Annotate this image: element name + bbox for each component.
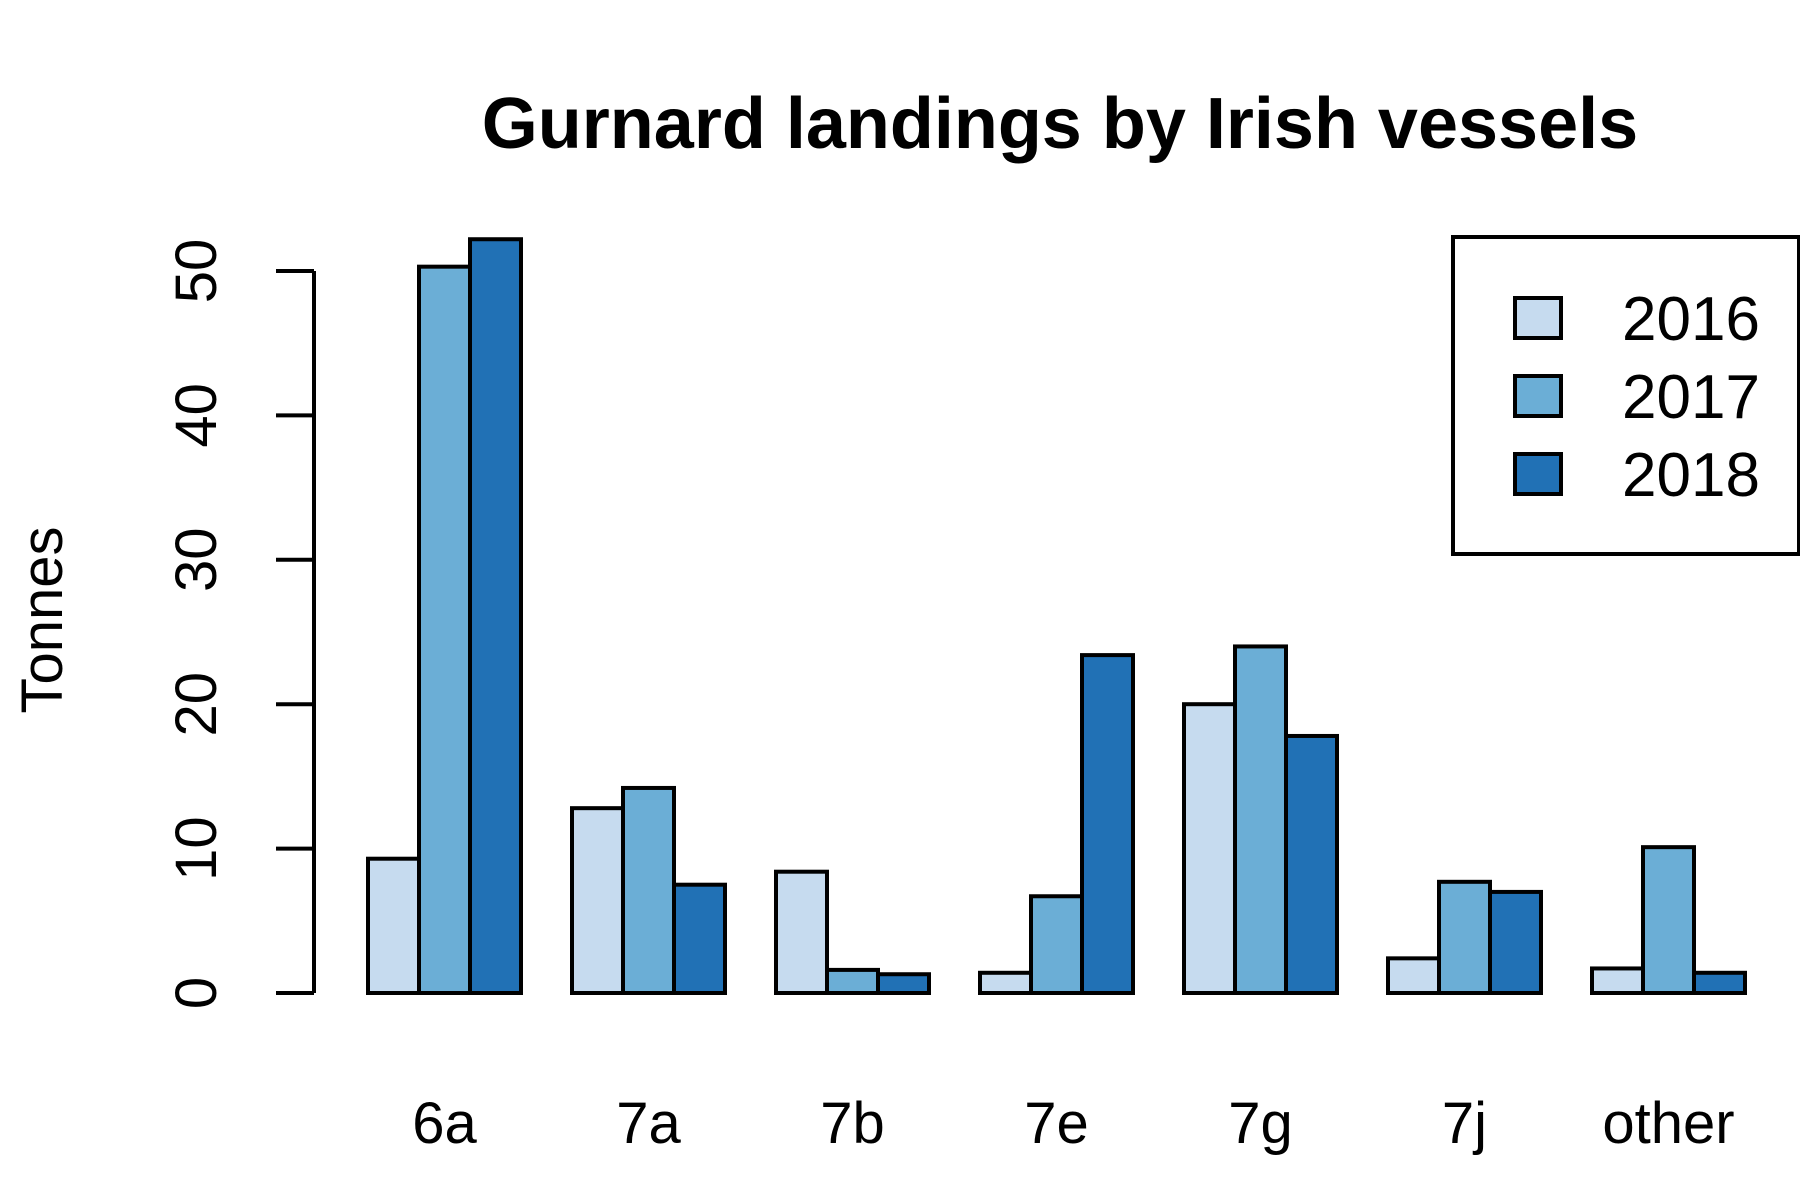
legend-label: 2016 — [1622, 285, 1760, 354]
bar-7a-2017 — [621, 785, 676, 996]
bar-7j-2017 — [1437, 879, 1492, 996]
y-tick-label: 10 — [164, 816, 229, 881]
x-tick-label: 7b — [820, 1091, 885, 1156]
y-tick-label: 0 — [164, 977, 229, 1009]
bar-other-2016 — [1590, 966, 1645, 996]
y-axis-title: Tonnes — [10, 526, 75, 713]
legend-swatch-2018 — [1513, 452, 1563, 496]
bar-7e-2017 — [1029, 894, 1084, 996]
bar-7g-2016 — [1182, 702, 1237, 995]
legend-label: 2018 — [1622, 441, 1760, 510]
legend-label: 2017 — [1622, 363, 1760, 432]
y-tick-label: 40 — [164, 383, 229, 448]
x-tick-label: 7e — [1024, 1091, 1089, 1156]
bar-7e-2016 — [978, 970, 1033, 995]
y-tick-label: 50 — [164, 239, 229, 304]
x-tick-label: 7a — [616, 1091, 681, 1156]
bar-6a-2016 — [366, 856, 421, 996]
bar-7g-2017 — [1233, 644, 1288, 995]
bar-other-2018 — [1692, 970, 1747, 995]
bar-7j-2016 — [1386, 956, 1441, 995]
bar-6a-2017 — [417, 264, 472, 995]
bar-7a-2016 — [570, 806, 625, 996]
legend-swatch-2016 — [1513, 296, 1563, 340]
bar-7e-2018 — [1080, 653, 1135, 995]
x-tick-label: 6a — [412, 1091, 477, 1156]
bar-7j-2018 — [1488, 889, 1543, 995]
bar-7b-2018 — [876, 972, 931, 996]
y-tick-label: 30 — [164, 528, 229, 593]
bar-6a-2018 — [468, 237, 523, 995]
legend: 2016 2017 2018 — [1451, 235, 1800, 556]
bar-7b-2016 — [774, 869, 829, 995]
bars — [366, 237, 1747, 996]
legend-box — [1451, 235, 1800, 556]
x-tick-label: 7g — [1228, 1091, 1293, 1156]
bar-7g-2018 — [1284, 733, 1339, 996]
bar-7b-2017 — [825, 967, 880, 995]
y-tick-label: 20 — [164, 672, 229, 737]
bar-other-2017 — [1641, 845, 1696, 995]
bar-7a-2018 — [672, 882, 727, 996]
x-tick-label: 7j — [1442, 1091, 1487, 1156]
y-axis: 0 10 20 30 40 50 — [164, 239, 316, 1009]
x-tick-label: other — [1602, 1091, 1734, 1156]
x-axis-labels: 6a 7a 7b 7e 7g 7j other — [412, 1091, 1734, 1156]
chart-title: Gurnard landings by Irish vessels — [482, 84, 1638, 164]
legend-swatch-2017 — [1513, 374, 1563, 418]
